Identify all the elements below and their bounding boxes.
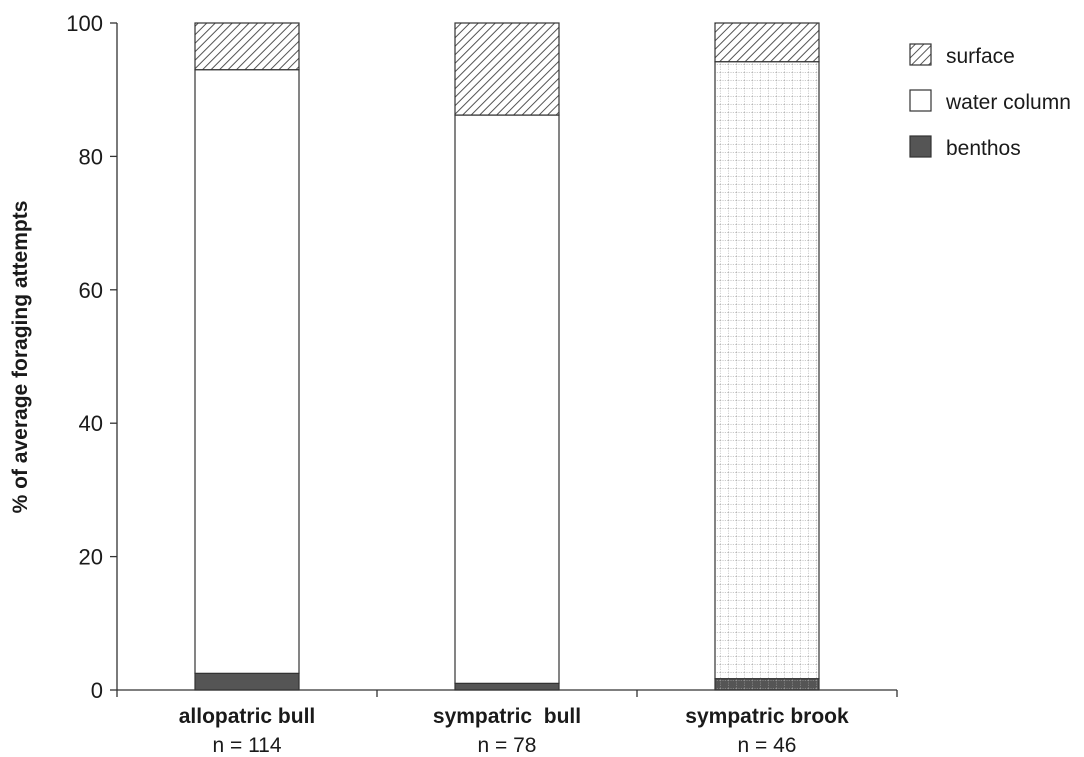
legend-swatch: [909, 89, 932, 112]
y-tick-label: 20: [79, 545, 103, 570]
y-tick-label: 100: [66, 11, 103, 36]
category-label: sympatric bull: [433, 705, 581, 728]
y-tick-label: 60: [79, 278, 103, 303]
legend-item-water-column: water column: [909, 89, 1071, 114]
y-axis: 0 20 40 60 80 100: [66, 11, 118, 703]
bar-segment-benthos: [714, 678, 820, 691]
category-label: sympatric brook: [685, 705, 849, 728]
y-tick-label: 40: [79, 411, 103, 436]
legend-item-surface: surface: [909, 43, 1015, 68]
x-axis-labels: allopatric bull n = 114 sympatric bull n = …: [179, 705, 849, 757]
y-axis-title: % of average foraging attempts: [9, 201, 32, 514]
legend-label: water column: [945, 91, 1071, 114]
sample-size-label: n = 46: [738, 734, 797, 757]
bar-0: [194, 22, 300, 691]
category-label: allopatric bull: [179, 705, 316, 728]
legend-swatch: [909, 43, 932, 66]
bar-segment-benthos: [194, 672, 300, 691]
x-axis: [116, 689, 898, 697]
bar-segment-surface: [454, 22, 560, 116]
bar-segment-water-column: [454, 114, 560, 684]
bar-segment-surface: [194, 22, 300, 71]
bar-group: [194, 22, 820, 691]
bar-segment-benthos: [454, 682, 560, 691]
legend-label: benthos: [946, 137, 1021, 160]
bar-2: [714, 22, 820, 691]
legend-label: surface: [946, 45, 1015, 68]
bar-segment-surface: [714, 22, 820, 63]
y-tick-label: 0: [91, 678, 103, 703]
bar-segment-water-column: [714, 61, 820, 680]
bar-segment-water-column: [194, 69, 300, 674]
sample-size-label: n = 78: [478, 734, 537, 757]
y-tick-label: 80: [79, 144, 103, 169]
bar-1: [454, 22, 560, 691]
sample-size-label: n = 114: [212, 734, 281, 757]
legend: surface water column benthos: [909, 43, 1071, 160]
legend-item-benthos: benthos: [909, 135, 1021, 160]
legend-swatch: [909, 135, 932, 158]
